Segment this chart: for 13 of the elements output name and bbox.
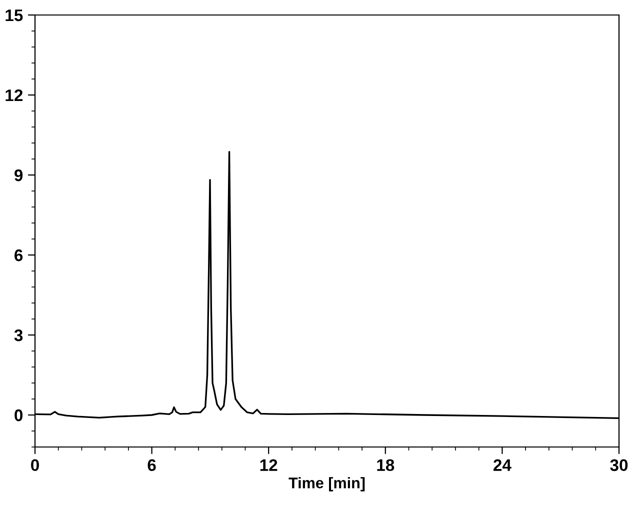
x-tick-label: 24: [494, 459, 512, 471]
y-tick-label: 15: [6, 10, 23, 22]
y-tick-label: 3: [14, 329, 23, 342]
x-tick-label: 18: [377, 459, 394, 472]
x-tick-label: 0: [31, 459, 39, 472]
y-tick-label: 0: [14, 409, 23, 422]
x-axis-title: Time [min]: [288, 477, 365, 492]
y-tick-label: 9: [14, 169, 23, 182]
x-tick-label: 6: [148, 459, 156, 472]
y-tick-label: 6: [14, 249, 23, 262]
x-tick-label: 12: [260, 459, 278, 471]
y-tick-label: 12: [6, 89, 23, 102]
x-tick-label: 30: [610, 459, 628, 472]
